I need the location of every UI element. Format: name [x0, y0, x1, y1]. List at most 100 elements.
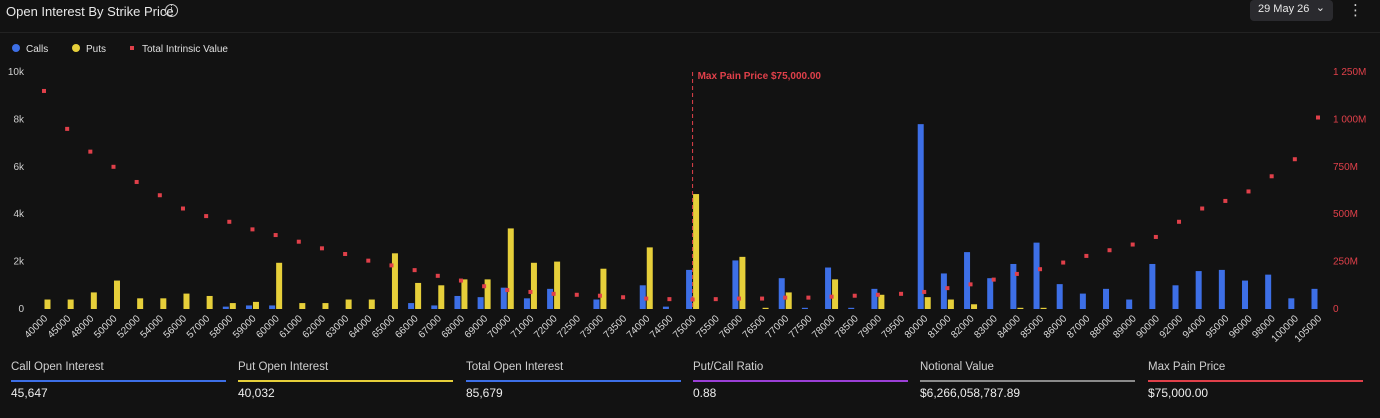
- call-bar[interactable]: [732, 260, 739, 309]
- put-bar[interactable]: [507, 228, 514, 309]
- call-bar[interactable]: [1288, 298, 1295, 309]
- intrinsic-value-point[interactable]: [968, 282, 973, 287]
- put-bar[interactable]: [137, 298, 144, 309]
- intrinsic-value-point[interactable]: [42, 88, 46, 93]
- put-bar[interactable]: [832, 279, 839, 309]
- call-bar[interactable]: [639, 285, 646, 309]
- more-options-icon[interactable]: ⋮: [1348, 1, 1363, 19]
- intrinsic-value-point[interactable]: [88, 149, 93, 154]
- intrinsic-value-point[interactable]: [1153, 234, 1158, 239]
- intrinsic-value-point[interactable]: [482, 284, 487, 289]
- put-bar[interactable]: [461, 279, 468, 309]
- intrinsic-value-point[interactable]: [157, 193, 162, 198]
- call-bar[interactable]: [1218, 269, 1225, 309]
- put-bar[interactable]: [646, 247, 653, 309]
- intrinsic-value-point[interactable]: [713, 297, 718, 302]
- put-bar[interactable]: [971, 304, 978, 309]
- intrinsic-value-point[interactable]: [1269, 174, 1274, 179]
- put-bar[interactable]: [67, 299, 74, 309]
- call-bar[interactable]: [1195, 271, 1202, 309]
- intrinsic-value-point[interactable]: [644, 296, 649, 301]
- intrinsic-value-point[interactable]: [574, 292, 579, 297]
- call-bar[interactable]: [454, 295, 461, 309]
- put-bar[interactable]: [90, 292, 97, 309]
- call-bar[interactable]: [825, 267, 832, 309]
- intrinsic-value-point[interactable]: [1084, 253, 1089, 258]
- intrinsic-value-point[interactable]: [899, 291, 904, 296]
- call-bar[interactable]: [1056, 284, 1063, 309]
- intrinsic-value-point[interactable]: [922, 289, 927, 294]
- call-bar[interactable]: [1172, 285, 1179, 309]
- intrinsic-value-point[interactable]: [806, 295, 811, 300]
- expiry-date-select[interactable]: 29 May 26 ⌄: [1250, 0, 1333, 21]
- call-bar[interactable]: [917, 124, 924, 309]
- intrinsic-value-point[interactable]: [621, 295, 626, 300]
- call-bar[interactable]: [1242, 280, 1249, 309]
- put-bar[interactable]: [739, 256, 746, 309]
- intrinsic-value-point[interactable]: [991, 277, 996, 282]
- call-bar[interactable]: [987, 278, 994, 309]
- put-bar[interactable]: [206, 295, 213, 309]
- put-bar[interactable]: [44, 299, 51, 309]
- intrinsic-value-point[interactable]: [829, 294, 834, 299]
- intrinsic-value-point[interactable]: [273, 233, 278, 238]
- call-bar[interactable]: [245, 305, 252, 309]
- intrinsic-value-point[interactable]: [111, 164, 116, 169]
- put-bar[interactable]: [160, 298, 167, 309]
- call-bar[interactable]: [801, 307, 808, 309]
- intrinsic-value-point[interactable]: [389, 263, 394, 268]
- put-bar[interactable]: [554, 261, 561, 309]
- put-bar[interactable]: [762, 307, 769, 309]
- put-bar[interactable]: [252, 301, 259, 309]
- intrinsic-value-point[interactable]: [736, 296, 741, 301]
- put-bar[interactable]: [113, 280, 120, 309]
- intrinsic-value-point[interactable]: [1292, 157, 1297, 162]
- intrinsic-value-point[interactable]: [366, 258, 371, 263]
- intrinsic-value-point[interactable]: [945, 286, 950, 291]
- call-bar[interactable]: [778, 278, 785, 309]
- put-bar[interactable]: [229, 303, 236, 309]
- put-bar[interactable]: [530, 262, 537, 309]
- call-bar[interactable]: [1079, 293, 1086, 309]
- intrinsic-value-point[interactable]: [296, 239, 301, 244]
- intrinsic-value-point[interactable]: [319, 246, 324, 251]
- call-bar[interactable]: [431, 305, 438, 309]
- put-bar[interactable]: [183, 293, 190, 309]
- legend-item-puts[interactable]: Puts: [72, 44, 106, 55]
- intrinsic-value-point[interactable]: [1038, 267, 1043, 272]
- legend-item-intrinsic-value[interactable]: Total Intrinsic Value: [130, 44, 228, 55]
- call-bar[interactable]: [1311, 288, 1318, 309]
- call-bar[interactable]: [1103, 288, 1110, 309]
- put-bar[interactable]: [1040, 307, 1047, 309]
- put-bar[interactable]: [1017, 307, 1024, 309]
- call-bar[interactable]: [1033, 242, 1040, 309]
- call-bar[interactable]: [408, 303, 415, 309]
- put-bar[interactable]: [947, 299, 954, 309]
- intrinsic-value-point[interactable]: [551, 291, 556, 296]
- info-icon[interactable]: i: [165, 4, 178, 17]
- intrinsic-value-point[interactable]: [875, 292, 880, 297]
- put-bar[interactable]: [600, 268, 607, 309]
- intrinsic-value-point[interactable]: [528, 289, 533, 294]
- intrinsic-value-point[interactable]: [760, 296, 765, 301]
- intrinsic-value-point[interactable]: [1014, 271, 1019, 276]
- intrinsic-value-point[interactable]: [505, 288, 510, 293]
- intrinsic-value-point[interactable]: [1107, 248, 1112, 253]
- call-bar[interactable]: [1010, 263, 1017, 309]
- put-bar[interactable]: [322, 303, 329, 309]
- call-bar[interactable]: [662, 306, 669, 309]
- put-bar[interactable]: [693, 194, 700, 309]
- put-bar[interactable]: [299, 303, 306, 309]
- intrinsic-value-point[interactable]: [435, 273, 440, 278]
- put-bar[interactable]: [415, 282, 422, 309]
- call-bar[interactable]: [964, 252, 971, 309]
- intrinsic-value-point[interactable]: [1246, 189, 1251, 194]
- put-bar[interactable]: [924, 297, 931, 309]
- put-bar[interactable]: [878, 294, 885, 309]
- intrinsic-value-point[interactable]: [1200, 206, 1205, 211]
- put-bar[interactable]: [438, 285, 445, 309]
- intrinsic-value-point[interactable]: [65, 126, 70, 131]
- intrinsic-value-point[interactable]: [227, 219, 232, 224]
- intrinsic-value-point[interactable]: [250, 227, 255, 232]
- call-bar[interactable]: [593, 299, 600, 309]
